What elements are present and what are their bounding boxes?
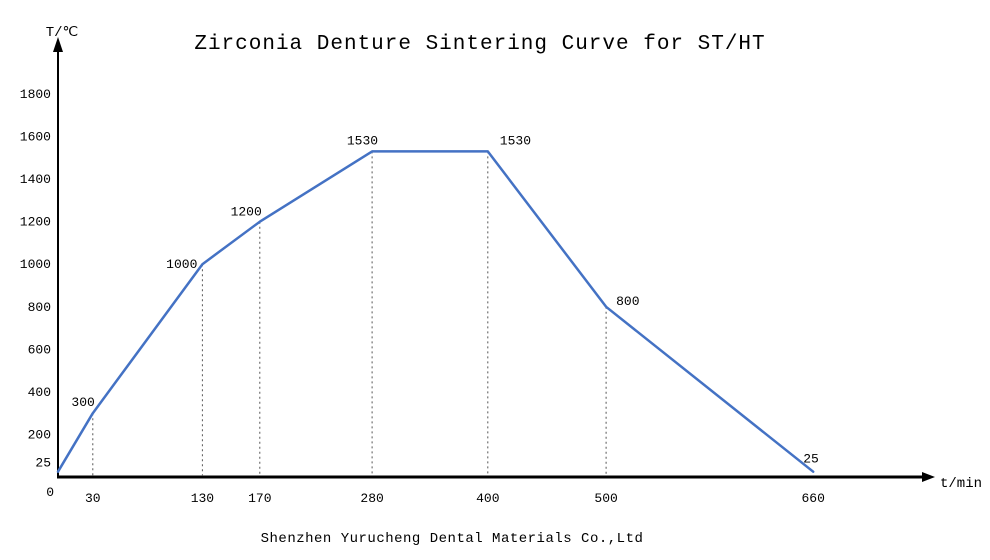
point-label: 800	[616, 294, 639, 309]
y-axis-unit-label: T/℃	[46, 25, 79, 41]
x-tick-label: 500	[594, 491, 617, 506]
x-tick-label: 30	[85, 491, 101, 506]
point-label: 1000	[166, 257, 197, 272]
y-tick-label: 1600	[20, 130, 51, 145]
x-axis-arrow-icon	[922, 472, 935, 482]
y-tick-label: 200	[28, 427, 51, 442]
point-label: 25	[803, 452, 819, 467]
x-tick-label: 170	[248, 491, 271, 506]
x-tick-label: 400	[476, 491, 499, 506]
point-label: 1530	[347, 133, 378, 148]
y-tick-label: 600	[28, 342, 51, 357]
x-tick-label: 130	[191, 491, 214, 506]
y-tick-label: 400	[28, 385, 51, 400]
y-tick-label: 1800	[20, 87, 51, 102]
y-tick-label: 1400	[20, 172, 51, 187]
footer-company: Shenzhen Yurucheng Dental Materials Co.,…	[261, 531, 644, 547]
x-axis-unit-label: t/min	[940, 476, 982, 492]
curve-line	[56, 150, 815, 473]
y-axis-arrow-icon	[53, 37, 63, 52]
y-tick-label: 1000	[20, 257, 51, 272]
x-tick-label: 660	[801, 491, 824, 506]
chart-title: Zirconia Denture Sintering Curve for ST/…	[194, 33, 765, 56]
point-label: 1530	[500, 133, 531, 148]
y-tick-label: 800	[28, 300, 51, 315]
y-tick-label: 1200	[20, 215, 51, 230]
x-tick-label: 280	[360, 491, 383, 506]
origin-label: 0	[46, 485, 54, 500]
point-label: 1200	[231, 205, 262, 220]
y-tick-label: 25	[35, 456, 51, 471]
plot-layer: 300 1000 1200 1530 1530 800 25 30 130 170 280 400 50…	[20, 87, 825, 506]
point-label: 300	[71, 395, 94, 410]
